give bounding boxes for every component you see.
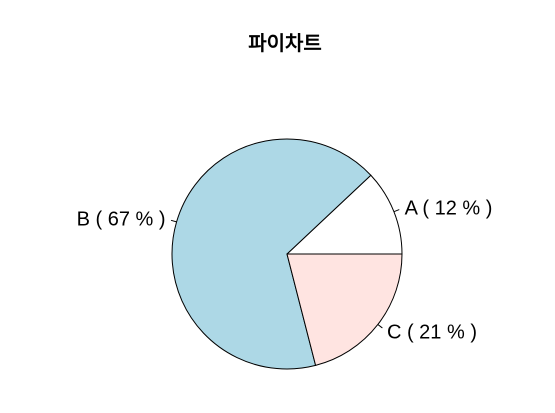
pie-leader-b (170, 219, 177, 223)
pie-leader-a (393, 209, 400, 213)
pie-slices (171, 138, 403, 370)
pie-label-a: A ( 12 % ) (405, 197, 493, 219)
pie-label-c: C ( 21 % ) (387, 322, 477, 344)
pie-slice-b (171, 138, 372, 370)
pie-label-b: B ( 67 % ) (77, 209, 166, 231)
pie-slice-c (286, 253, 403, 366)
pie-slice-a (285, 174, 403, 255)
pie-leader-c (377, 324, 383, 329)
pie-labels: A ( 12 % ) B ( 67 % ) C ( 21 % ) (77, 197, 493, 343)
chart-title: 파이차트 (248, 31, 322, 55)
